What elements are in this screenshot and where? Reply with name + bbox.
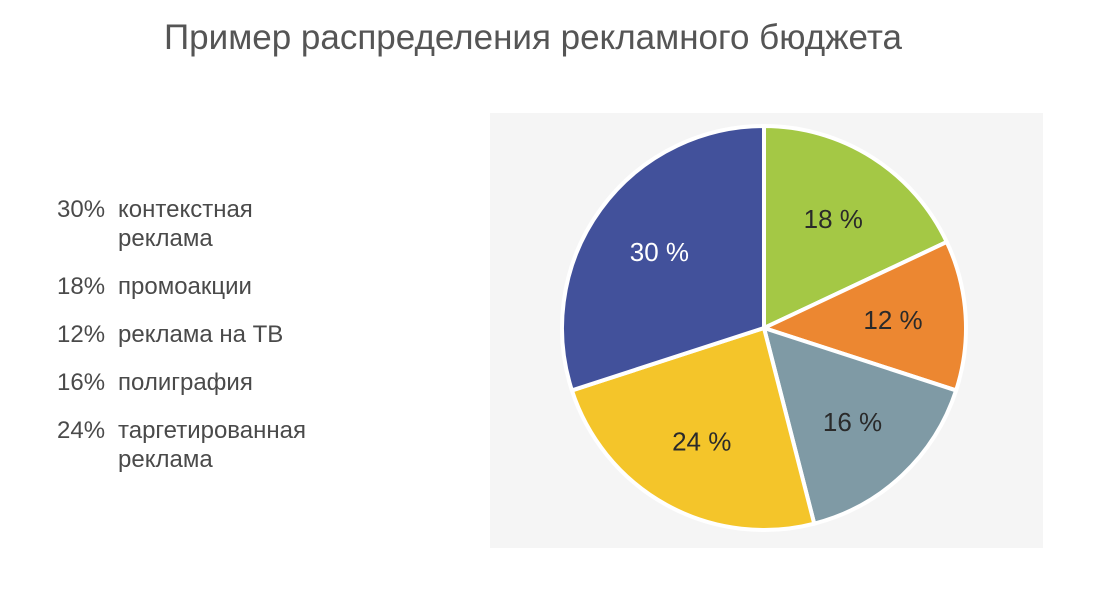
legend-item: 18% промоакции: [57, 272, 348, 301]
legend-text: контекстная реклама: [118, 196, 253, 252]
legend-text: промоакции: [118, 273, 252, 300]
data-label: 24 %: [672, 426, 731, 456]
legend-text: таргетированная реклама: [118, 417, 306, 473]
legend-item: 24% таргетированная реклама: [57, 416, 348, 474]
legend-text: реклама на ТВ: [118, 321, 284, 348]
page-title: Пример распределения рекламного бюджета: [164, 18, 902, 57]
legend-item: 12% реклама на ТВ: [57, 320, 348, 349]
legend-item: 30% контекстная реклама: [57, 195, 348, 253]
pie-chart: 18 % 12 % 16 % 24 % 30 %: [560, 124, 968, 532]
legend-pct: 12%: [57, 321, 106, 348]
legend-pct: 18%: [57, 273, 106, 300]
pie-slice: [560, 124, 766, 393]
pie-slice: [569, 326, 817, 532]
pie-slice: [762, 326, 959, 526]
chart-panel: 18 % 12 % 16 % 24 % 30 %: [490, 113, 1043, 548]
data-label: 18 %: [804, 204, 863, 234]
pie-slice: [762, 124, 949, 330]
legend-pct: 24%: [57, 417, 106, 444]
legend-pct: 30%: [57, 196, 106, 223]
data-label: 30 %: [630, 237, 689, 267]
pie-slice: [762, 239, 968, 393]
legend-pct: 16%: [57, 369, 106, 396]
legend: 30% контекстная реклама 18% промоакции 12%…: [57, 195, 348, 493]
data-label: 12 %: [863, 305, 922, 335]
data-label: 16 %: [823, 407, 882, 437]
legend-item: 16% полиграфия: [57, 368, 348, 397]
legend-text: полиграфия: [118, 369, 253, 396]
